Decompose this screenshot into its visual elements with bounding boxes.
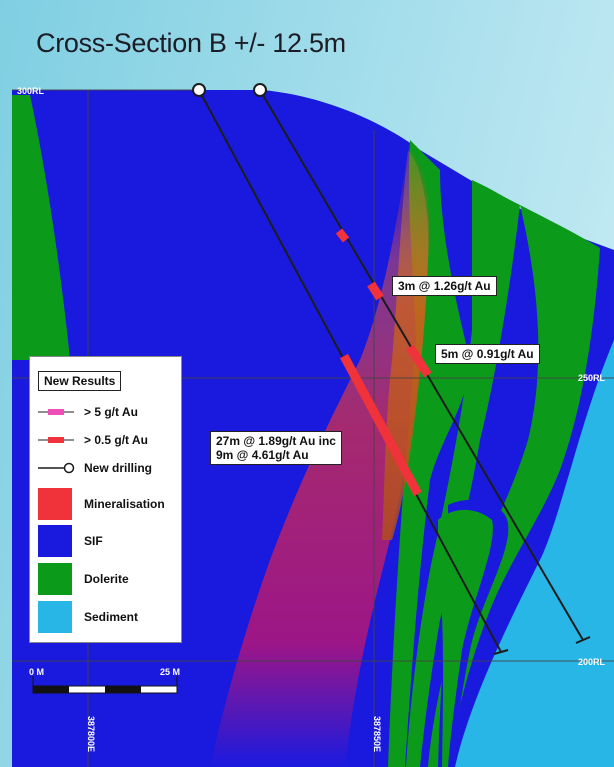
dolerite-unit-central [388,140,470,767]
intercepts [335,228,432,497]
rl-label-top: 300RL [17,86,45,96]
legend-item-sif: SIF [36,525,103,557]
legend-item-dolerite: Dolerite [36,563,129,595]
legend-label: > 5 g/t Au [84,405,138,419]
drill-collar-1 [192,83,206,97]
easting-label-right: 387850E [372,716,382,753]
sediment-swatch [38,601,72,633]
callout-27m-line1: 27m @ 1.89g/t Au inc [216,434,336,448]
legend-label: New drilling [84,461,153,475]
intercept-small [335,228,350,243]
scale-label-right: 25 M [160,667,181,677]
sif-swatch [38,525,72,557]
legend-label: Mineralisation [84,497,165,511]
dolerite-inner-split [438,509,493,767]
dolerite-unit-east [406,180,520,767]
legend-item-mineralisation: Mineralisation [36,488,165,520]
pink-interval-icon [38,409,74,415]
intercept-3m [367,281,384,301]
dolerite-swatch [38,563,72,595]
legend-item-low-grade: > 0.5 g/t Au [36,433,148,447]
legend-title: New Results [38,371,122,391]
red-interval-icon [38,437,74,443]
easting-label-left: 387800E [86,716,96,753]
legend-item-drilling: New drilling [36,461,152,475]
intercept-5m [406,344,432,378]
mineralisation-swatch [38,488,72,520]
legend: New Results > 5 g/t Au > 0.5 g/t Au New … [29,356,182,643]
drill-collar-line-icon [38,462,75,474]
drill-collar-2 [253,83,267,97]
legend-label: Sediment [84,610,139,624]
rl-label-middle: 250RL [578,373,606,383]
callout-27m: 27m @ 1.89g/t Au inc 9m @ 4.61g/t Au [210,431,342,465]
legend-item-high-grade: > 5 g/t Au [36,405,138,419]
callout-27m-line2: 9m @ 4.61g/t Au [216,448,309,462]
rl-label-bottom: 200RL [578,657,606,667]
legend-label: SIF [84,534,103,548]
scale-bar [32,676,178,694]
legend-item-sediment: Sediment [36,601,138,633]
legend-label: Dolerite [84,572,129,586]
callout-5m: 5m @ 0.91g/t Au [435,344,540,364]
sediment-inner [485,430,614,767]
intercept-27m [340,353,422,497]
section-title: Cross-Section B +/- 12.5m [36,28,346,58]
callout-3m: 3m @ 1.26g/t Au [392,276,497,296]
scale-label-left: 0 M [29,667,45,677]
dolerite-unit-west [12,95,70,360]
legend-label: > 0.5 g/t Au [84,433,148,447]
